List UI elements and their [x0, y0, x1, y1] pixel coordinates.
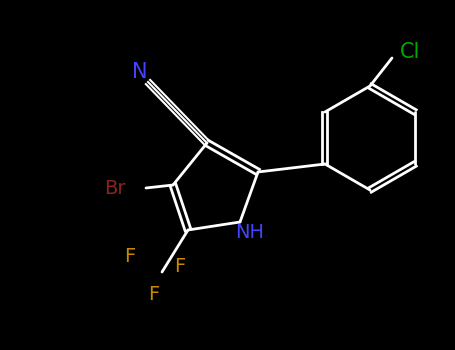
Text: Cl: Cl [400, 42, 420, 62]
Text: F: F [148, 285, 160, 303]
Text: F: F [124, 247, 136, 266]
Text: Br: Br [105, 178, 126, 197]
Text: N: N [132, 62, 148, 82]
Text: F: F [174, 258, 186, 277]
Text: NH: NH [236, 223, 264, 241]
